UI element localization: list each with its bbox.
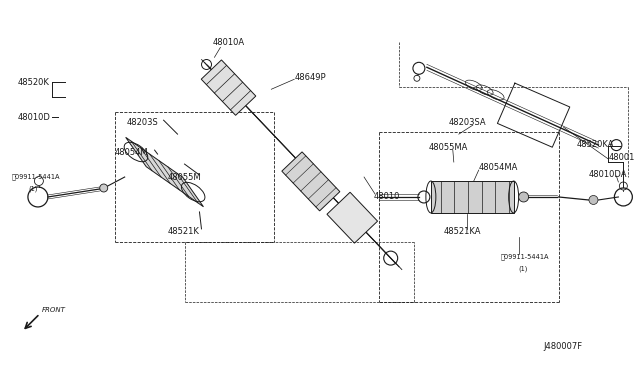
Circle shape — [589, 195, 598, 205]
Text: 48001: 48001 — [609, 153, 635, 161]
Text: 48010DA: 48010DA — [588, 170, 627, 179]
Text: (1): (1) — [518, 266, 528, 272]
Polygon shape — [327, 192, 378, 243]
Text: 48521K: 48521K — [168, 227, 200, 236]
Text: 48520KA: 48520KA — [577, 140, 614, 148]
Text: FRONT: FRONT — [42, 307, 66, 313]
Text: ⓝ09911-5441A: ⓝ09911-5441A — [500, 253, 549, 260]
Polygon shape — [431, 181, 514, 213]
Text: 48203S: 48203S — [127, 118, 159, 127]
Text: 48054MA: 48054MA — [479, 163, 518, 171]
Text: 48203SA: 48203SA — [449, 118, 486, 127]
Circle shape — [100, 184, 108, 192]
Circle shape — [518, 192, 529, 202]
Text: 48520K: 48520K — [18, 78, 50, 87]
Text: (1): (1) — [28, 186, 37, 192]
Polygon shape — [125, 137, 204, 207]
Text: 48054M: 48054M — [115, 148, 148, 157]
Polygon shape — [282, 152, 340, 211]
Text: ⓝ09911-5441A: ⓝ09911-5441A — [12, 174, 60, 180]
Text: 48649P: 48649P — [294, 73, 326, 82]
Text: 48521KA: 48521KA — [444, 227, 481, 236]
Text: J480007F: J480007F — [543, 342, 582, 351]
Text: 48010: 48010 — [374, 192, 401, 202]
Text: 48055M: 48055M — [168, 173, 201, 182]
Text: 48010A: 48010A — [212, 38, 244, 47]
Text: 48010D: 48010D — [18, 113, 51, 122]
Text: 48055MA: 48055MA — [429, 142, 468, 152]
Polygon shape — [201, 60, 256, 115]
